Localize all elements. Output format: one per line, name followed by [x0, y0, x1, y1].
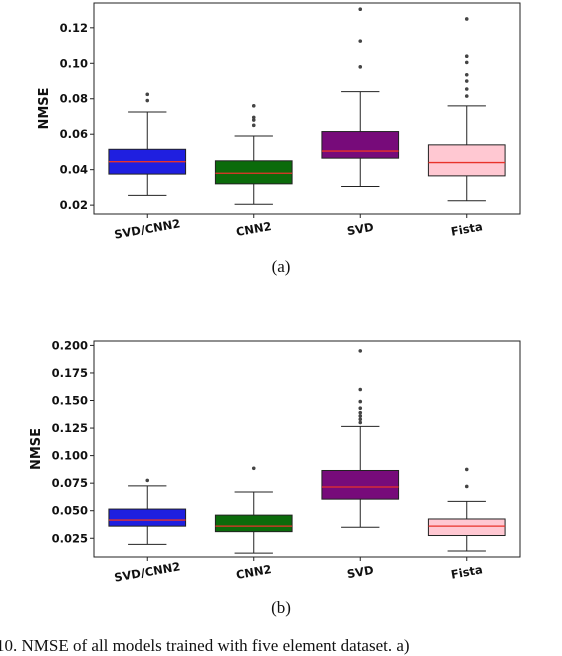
- outlier-point: [358, 399, 363, 404]
- y-tick-label: 0.025: [52, 531, 88, 545]
- y-tick-label: 0.100: [52, 449, 88, 463]
- outlier-point: [464, 54, 469, 58]
- box-body: [214, 514, 293, 533]
- subcaption-a: (a): [271, 257, 291, 276]
- plot-frame: [93, 2, 521, 215]
- outlier-point: [464, 79, 469, 83]
- outlier-point: [464, 87, 469, 91]
- outlier-point: [251, 466, 256, 471]
- y-axis-label: NMSE: [37, 87, 52, 129]
- outlier-point: [145, 92, 150, 97]
- box-body: [427, 518, 506, 537]
- x-tick-label: Fista: [450, 219, 484, 238]
- y-tick-label: 0.02: [60, 198, 88, 212]
- x-tick-label: SVD: [346, 563, 375, 581]
- outlier-point: [464, 60, 469, 65]
- outlier-point: [464, 467, 469, 472]
- y-tick-label: 0.200: [52, 338, 88, 352]
- box-1: [108, 92, 187, 196]
- box-2: [214, 104, 293, 205]
- outlier-point: [251, 115, 256, 120]
- outlier-point: [464, 73, 469, 77]
- y-tick-label: 0.04: [60, 163, 88, 177]
- box-body: [321, 469, 400, 500]
- outlier-point: [358, 417, 363, 422]
- chart-a: 0.02 0.04 0.06 0.08 0.10 0.12 SVD/CNN2 CNN2 SVD F…: [37, 2, 521, 242]
- plot-frame: [93, 340, 521, 558]
- outlier-point: [358, 420, 363, 425]
- x-tick-label: CNN2: [235, 562, 273, 582]
- box-1: [108, 478, 187, 545]
- chart-b: 0.025 0.050 0.075 0.100 0.125 0.150 0.175 0.200…: [29, 338, 521, 585]
- y-tick-label: 0.175: [52, 366, 88, 380]
- x-tick-label: SVD/CNN2: [113, 216, 181, 241]
- y-tick-label: 0.150: [52, 394, 88, 408]
- box-3: [321, 7, 400, 188]
- outlier-point: [464, 94, 469, 98]
- y-axis-label: NMSE: [29, 428, 44, 470]
- outlier-point: [358, 39, 363, 43]
- outlier-point: [251, 104, 256, 108]
- figure-caption: 10. NMSE of all models trained with five…: [0, 636, 410, 655]
- outlier-point: [251, 123, 256, 128]
- y-tick-label: 0.06: [60, 127, 88, 141]
- y-tick-label: 0.050: [52, 504, 88, 518]
- y-tick-label: 0.08: [60, 92, 88, 106]
- outlier-point: [358, 414, 363, 418]
- outlier-point: [251, 118, 256, 122]
- box-body: [214, 160, 293, 185]
- outlier-point: [145, 478, 150, 483]
- outlier-point: [145, 98, 150, 103]
- box-4: [427, 17, 506, 202]
- x-tick-label: Fista: [450, 562, 484, 581]
- outlier-point: [358, 7, 363, 12]
- outlier-point: [358, 65, 363, 69]
- outlier-point: [464, 17, 469, 21]
- subcaption-b: (b): [271, 598, 291, 617]
- outlier-point: [358, 410, 363, 415]
- x-tick-label: SVD/CNN2: [113, 559, 181, 584]
- x-tick-label: SVD: [346, 220, 375, 238]
- box-body: [321, 131, 400, 159]
- y-tick-label: 0.125: [52, 421, 88, 435]
- box-3: [321, 349, 400, 528]
- outlier-point: [358, 406, 363, 411]
- box-body: [427, 144, 506, 177]
- box-4: [427, 467, 506, 552]
- outlier-point: [464, 484, 469, 489]
- y-tick-label: 0.075: [52, 476, 88, 490]
- box-2: [214, 466, 293, 554]
- y-tick-label: 0.12: [60, 21, 88, 35]
- box-body: [108, 508, 187, 527]
- y-tick-label: 0.10: [60, 56, 88, 70]
- outlier-point: [358, 349, 363, 353]
- x-tick-label: CNN2: [235, 219, 273, 239]
- outlier-point: [358, 387, 363, 392]
